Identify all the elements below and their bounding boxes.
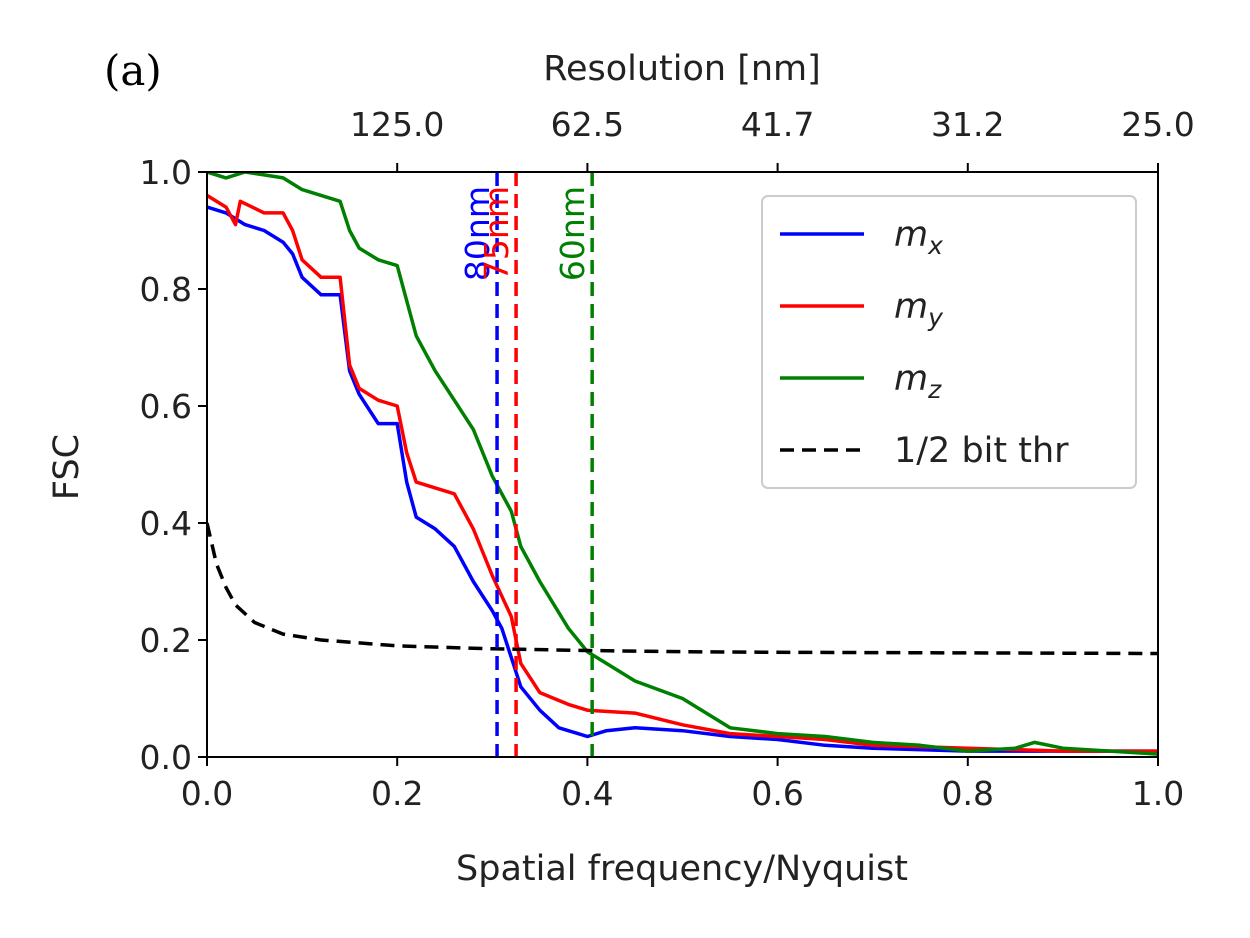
series-line-1	[207, 193, 1158, 753]
legend-label-base-1: m	[894, 287, 928, 327]
top-tick-label-3: 31.2	[931, 105, 1004, 144]
legend-label-base-0: m	[894, 215, 928, 255]
legend-box	[761, 195, 1137, 489]
y-tick-label-1: 0.2	[140, 621, 192, 660]
x-tick-label-4: 0.8	[942, 774, 994, 813]
legend-label-1: my	[894, 287, 944, 332]
x-tick-label-3: 0.6	[751, 774, 803, 813]
top-tick-label-1: 62.5	[551, 105, 624, 144]
y-tick-label-4: 0.8	[140, 270, 192, 309]
x-tick-label-1: 0.2	[371, 774, 423, 813]
x-tick-label-5: 1.0	[1132, 774, 1184, 813]
x-tick-label-0: 0.0	[181, 774, 233, 813]
panel-label: (a)	[104, 46, 162, 95]
x-tick-label-2: 0.4	[561, 774, 613, 813]
y-tick-label-5: 1.0	[140, 153, 192, 192]
legend-label-0: mx	[894, 215, 943, 260]
top-axis-title: Resolution [nm]	[543, 49, 821, 89]
top-tick-label-0: 125.0	[350, 105, 444, 144]
series-line-0	[207, 205, 1158, 753]
legend-label-2: mz	[894, 359, 942, 404]
legend-label-sub-0: x	[927, 231, 943, 260]
top-tick-label-2: 41.7	[741, 105, 814, 144]
cutoff-label-1: 75nm	[477, 186, 516, 281]
legend-label-3: 1/2 bit thr	[894, 431, 1069, 471]
y-tick-label-0: 0.0	[140, 738, 192, 777]
legend-label-sub-1: y	[927, 303, 944, 332]
top-tick-label-4: 25.0	[1121, 105, 1194, 144]
axes-frame	[206, 171, 1159, 758]
legend-label-base-2: m	[894, 359, 928, 399]
cutoff-label-0: 80nm	[458, 186, 497, 281]
x-axis-title: Spatial frequency/Nyquist	[456, 849, 908, 889]
plot-area	[207, 172, 1158, 757]
y-tick-label-3: 0.6	[140, 387, 192, 426]
y-axis-title: FSC	[47, 434, 87, 500]
series-line-3	[207, 522, 1158, 656]
cutoff-label-2: 60nm	[553, 186, 592, 281]
y-tick-label-2: 0.4	[140, 504, 192, 543]
legend-label-sub-2: z	[927, 375, 942, 404]
